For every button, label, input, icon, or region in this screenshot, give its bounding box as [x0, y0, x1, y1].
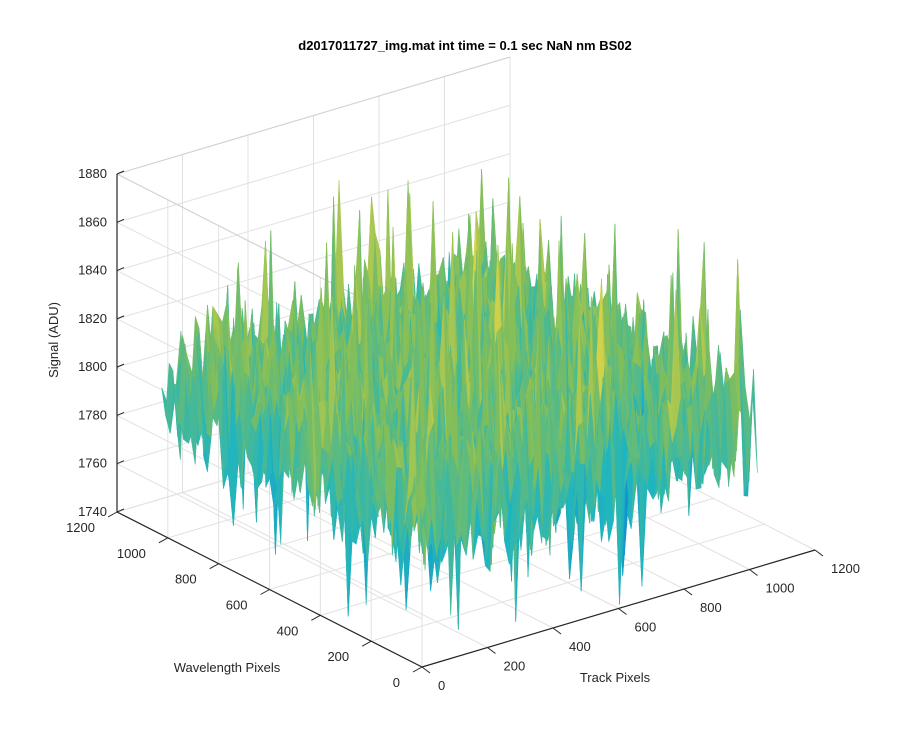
x-tick-label: 800	[700, 600, 722, 615]
x-tick-label: 0	[438, 678, 445, 693]
z-tick-mark	[116, 363, 125, 368]
x-tick-mark	[487, 647, 496, 654]
z-tick-label: 1840	[78, 263, 107, 278]
y-tick-mark	[260, 589, 270, 595]
z-tick-label: 1760	[78, 456, 107, 471]
z-tick-mark	[116, 267, 125, 272]
tick-labels: 0 200 400 600 800 1000 1200 0 200 400 600 800 1000 12…	[66, 166, 860, 693]
axes	[107, 170, 824, 674]
y-tick-label: 200	[327, 649, 349, 664]
z-tick-label: 1860	[78, 214, 107, 229]
chart-title: d2017011727_img.mat int time = 0.1 sec N…	[298, 38, 631, 53]
y-tick-label: 600	[226, 598, 248, 613]
x-tick-label: 200	[504, 659, 526, 674]
y-tick-label: 800	[175, 572, 197, 587]
z-axis-label: Signal (ADU)	[46, 302, 61, 378]
z-tick-label: 1780	[78, 407, 107, 422]
x-tick-label: 1000	[766, 581, 795, 596]
x-tick-mark	[618, 608, 627, 615]
surface-mesh	[161, 169, 758, 630]
z-tick-label: 1800	[78, 359, 107, 374]
x-tick-label: 400	[569, 639, 591, 654]
x-tick-label: 600	[635, 620, 657, 635]
y-tick-mark	[361, 640, 372, 647]
surface-facet	[748, 369, 758, 482]
y-tick-mark	[311, 614, 321, 621]
y-tick-label: 400	[277, 623, 299, 638]
z-tick-label: 1740	[78, 504, 107, 519]
x-tick-mark	[749, 569, 758, 576]
x-tick-mark	[814, 549, 824, 557]
y-tick-mark	[158, 537, 169, 544]
y-tick-mark	[107, 511, 118, 518]
z-tick-label: 1880	[78, 166, 107, 181]
z-tick-label: 1820	[78, 311, 107, 326]
y-tick-mark	[412, 666, 423, 673]
x-tick-label: 1200	[831, 561, 860, 576]
y-tick-label: 1200	[66, 520, 95, 535]
y-tick-mark	[209, 563, 219, 570]
z-tick-mark	[116, 460, 125, 465]
z-tick-mark	[116, 315, 125, 320]
y-tick-label: 0	[393, 675, 400, 690]
z-tick-mark	[116, 508, 125, 513]
x-tick-mark	[552, 627, 562, 635]
z-tick-mark	[116, 170, 125, 175]
z-tick-mark	[116, 411, 125, 416]
x-tick-mark	[683, 588, 693, 596]
box-edge	[116, 56, 511, 175]
y-tick-label: 1000	[117, 546, 146, 561]
z-tick-mark	[116, 218, 125, 223]
x-tick-mark	[421, 666, 431, 674]
